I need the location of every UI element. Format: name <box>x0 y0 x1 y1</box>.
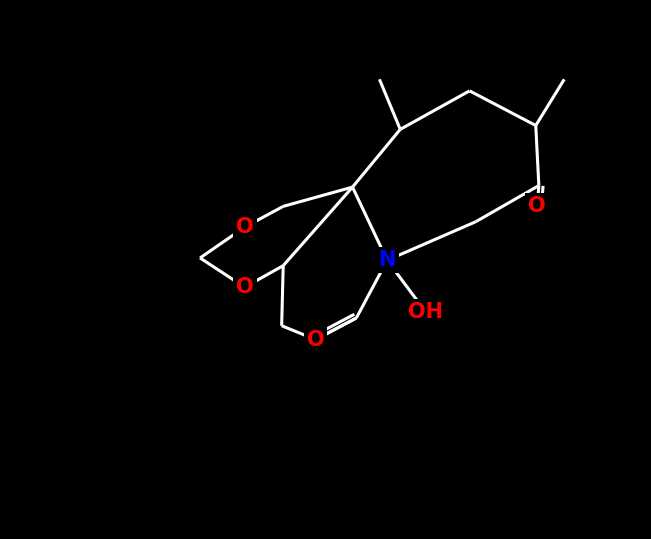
Text: N: N <box>378 250 396 270</box>
Text: O: O <box>307 329 324 350</box>
Text: O: O <box>529 196 546 216</box>
Text: OH: OH <box>408 302 443 322</box>
Text: O: O <box>236 217 253 237</box>
Text: O: O <box>236 277 253 297</box>
